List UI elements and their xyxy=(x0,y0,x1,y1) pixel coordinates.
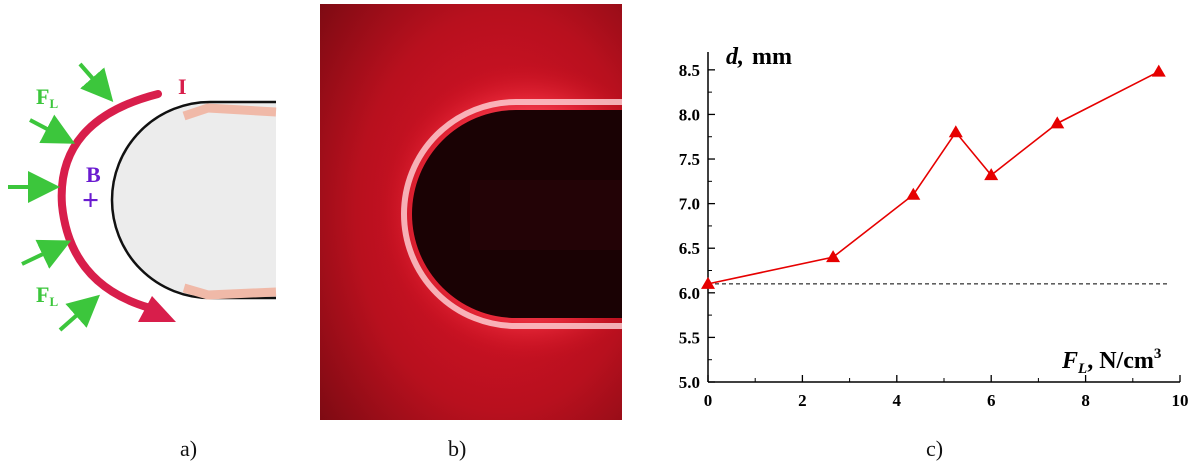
electrode-inner xyxy=(470,180,622,250)
caption-c: c) xyxy=(926,436,944,461)
electrode-outline xyxy=(110,100,276,300)
x-axis-label: FL, N/cm3 xyxy=(1061,346,1161,377)
x-tick-label: 8 xyxy=(1081,391,1090,410)
force-arrow xyxy=(58,294,100,332)
line-chart: 5.0 5.5 6.0 6.5 7.0 7.5 8.0 8.5 0 2 4 6 8 10 d, mm FL,… xyxy=(679,44,1189,410)
x-tick-label: 2 xyxy=(798,391,807,410)
caption-a: a) xyxy=(180,436,198,461)
chart-axes: 5.0 5.5 6.0 6.5 7.0 7.5 8.0 8.5 0 2 4 6 8 10 xyxy=(679,52,1189,410)
data-point xyxy=(984,168,999,181)
data-point xyxy=(1050,116,1065,129)
electrode-strip-top xyxy=(182,103,277,121)
series-group xyxy=(701,64,1166,289)
force-label-top: FL xyxy=(36,84,58,111)
y-tick-label: 6.5 xyxy=(679,239,700,258)
y-tick-label: 8.0 xyxy=(679,105,700,124)
caption-b: b) xyxy=(448,436,467,461)
plasma-photo-image xyxy=(320,4,680,420)
x-tick-label: 10 xyxy=(1172,391,1189,410)
schematic-diagram: I B + FL FL xyxy=(8,62,277,332)
electrode-body xyxy=(112,102,276,298)
y-tick-label: 7.5 xyxy=(679,150,700,169)
y-axis-label: d, mm xyxy=(726,44,792,70)
data-point xyxy=(906,187,921,200)
data-point xyxy=(1151,64,1166,77)
force-label-bottom: FL xyxy=(36,282,58,309)
data-point xyxy=(948,125,963,138)
current-label: I xyxy=(178,74,187,99)
y-tick-label: 8.5 xyxy=(679,61,700,80)
data-point xyxy=(826,250,841,263)
y-tick-label: 5.0 xyxy=(679,373,700,392)
electrode-strip-bottom xyxy=(182,283,277,300)
y-tick-label: 5.5 xyxy=(679,328,700,347)
current-arc xyxy=(57,90,162,312)
force-arrow xyxy=(21,239,72,269)
chart-panel: 5.0 5.5 6.0 6.5 7.0 7.5 8.0 8.5 0 2 4 6 8 10 d, mm FL,… xyxy=(640,30,1192,410)
x-tick-label: 4 xyxy=(893,391,902,410)
data-point xyxy=(701,276,715,289)
y-tick-label: 7.0 xyxy=(679,195,700,214)
current-arrow-head xyxy=(138,296,176,322)
series-line xyxy=(707,70,1160,285)
schematic-panel: I B + FL FL xyxy=(0,0,290,420)
force-arrow xyxy=(29,114,76,144)
x-tick-label: 6 xyxy=(987,391,996,410)
plasma-photo xyxy=(320,4,680,420)
glow-rim xyxy=(401,99,622,329)
field-symbol: + xyxy=(82,184,99,217)
y-tick-label: 6.0 xyxy=(679,284,700,303)
force-arrow xyxy=(78,62,114,103)
x-tick-label: 0 xyxy=(704,391,713,410)
field-label: B xyxy=(86,162,101,187)
